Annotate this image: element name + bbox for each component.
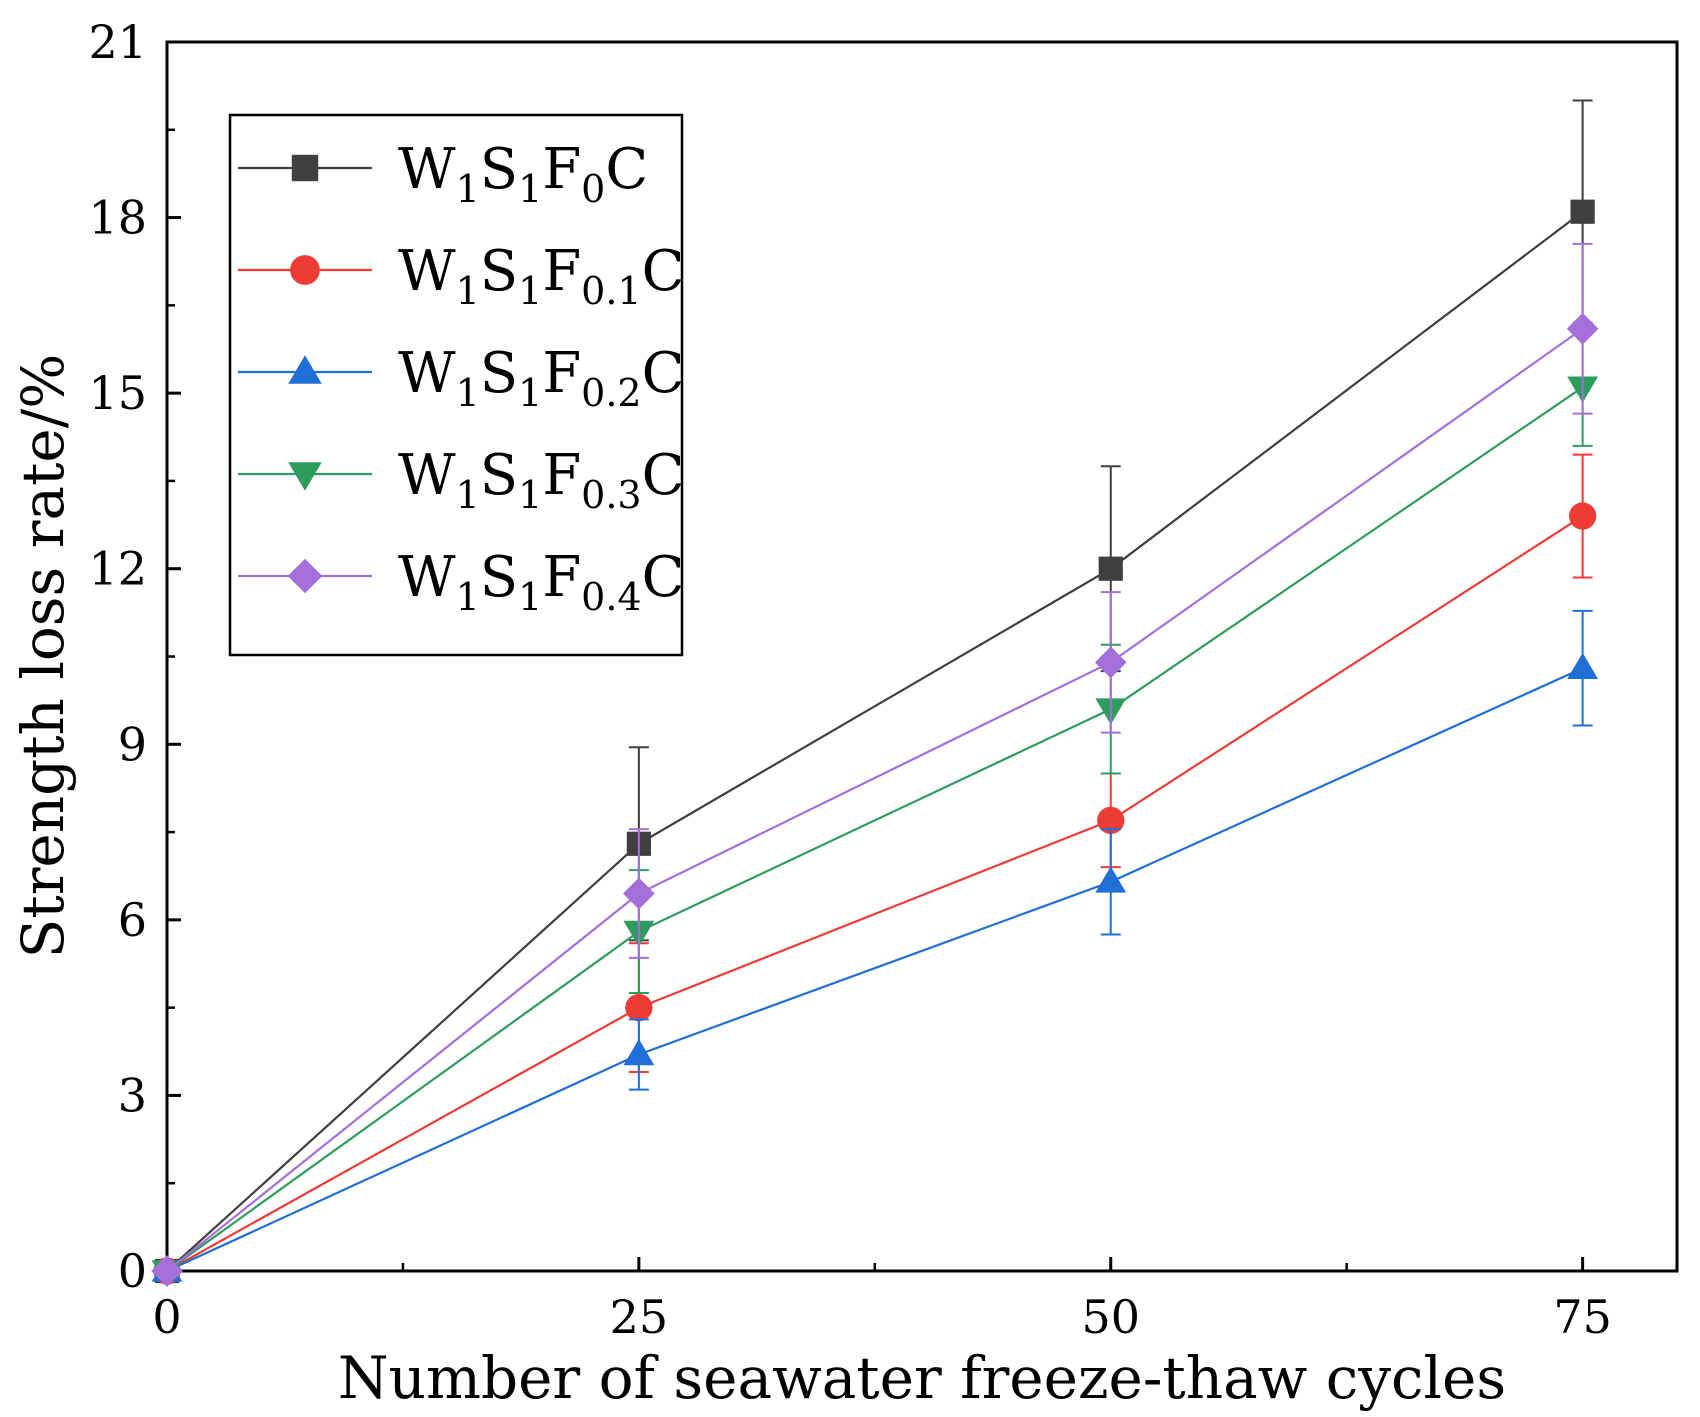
x-axis-ticks: 0 25 50 75: [152, 1257, 1612, 1344]
data-point: [623, 877, 655, 910]
legend-label-part: C: [642, 341, 685, 406]
legend-label: W1S1F0C: [398, 137, 648, 211]
series-layer: [151, 99, 1599, 1287]
legend-label-subscript: 0: [581, 167, 605, 211]
x-axis-label: Number of seawater freeze-thaw cycles: [338, 1344, 1506, 1412]
legend-marker: [290, 255, 320, 285]
y-tick-label: 21: [88, 15, 147, 69]
series-line: [166, 327, 1584, 1272]
legend-label-part: W: [398, 443, 456, 508]
legend-entry-1: W1S1F0.1C: [238, 239, 684, 313]
legend-label-part: C: [642, 239, 685, 304]
legend-label-subscript: 1: [518, 167, 542, 211]
legend-marker: [287, 558, 323, 594]
legend-label-subscript: 1: [456, 473, 480, 517]
data-point: [1095, 866, 1127, 893]
legend-label-part: W: [398, 341, 456, 406]
x-tick-label: 50: [1081, 1290, 1140, 1344]
data-point: [1568, 502, 1597, 530]
data-point: [1566, 312, 1599, 345]
legend-entry-3: W1S1F0.3C: [238, 443, 684, 517]
legend-label-subscript: 1: [456, 269, 480, 313]
y-tick-label: 18: [88, 191, 147, 245]
legend-label-subscript: 1: [518, 473, 542, 517]
legend-label-part: C: [642, 545, 685, 610]
legend-label-part: F: [542, 341, 581, 406]
legend-label-part: C: [642, 443, 685, 508]
legend-marker: [291, 154, 319, 182]
y-tick-label: 0: [118, 1244, 147, 1298]
legend-entry-0: W1S1F0C: [238, 137, 648, 211]
data-point: [151, 1255, 183, 1287]
legend-label-part: S: [480, 341, 518, 406]
legend-label-part: S: [480, 545, 518, 610]
legend-label-part: F: [542, 545, 581, 610]
data-point: [1570, 199, 1595, 224]
series-line: [166, 386, 1584, 1272]
y-tick-label: 15: [88, 366, 147, 420]
legend-label-subscript: 1: [518, 575, 542, 619]
legend-label-part: S: [480, 443, 518, 508]
series-4: [151, 242, 1599, 1287]
legend-label-subscript: 1: [456, 575, 480, 619]
legend-label-subscript: 0.2: [581, 371, 641, 415]
data-point: [623, 1039, 655, 1066]
x-tick-label: 0: [152, 1290, 181, 1344]
legend-label-part: W: [398, 239, 456, 304]
legend: W1S1F0CW1S1F0.1CW1S1F0.2CW1S1F0.3CW1S1F0…: [228, 113, 684, 657]
legend-label: W1S1F0.4C: [398, 545, 684, 619]
y-tick-label: 3: [118, 1068, 147, 1122]
y-axis-ticks: 0 3 6 9 12 15 18 21: [88, 15, 181, 1298]
legend-marker: [288, 462, 322, 491]
legend-label-subscript: 0.4: [581, 575, 641, 619]
legend-label-subscript: 1: [518, 371, 542, 415]
legend-entry-2: W1S1F0.2C: [238, 341, 684, 415]
legend-entry-4: W1S1F0.4C: [238, 545, 684, 619]
data-point: [1094, 646, 1127, 679]
data-point: [1098, 556, 1123, 581]
legend-label-subscript: 1: [518, 269, 542, 313]
series-line: [166, 210, 1584, 1272]
legend-label-part: F: [542, 443, 581, 508]
legend-label-subscript: 1: [456, 167, 480, 211]
data-point: [1567, 652, 1599, 679]
legend-label: W1S1F0.2C: [398, 341, 684, 415]
y-tick-label: 12: [88, 542, 147, 596]
legend-label-subscript: 0.3: [581, 473, 641, 517]
legend-label-part: W: [398, 137, 456, 202]
legend-label-part: W: [398, 545, 456, 610]
legend-label-part: C: [605, 137, 648, 202]
legend-label-part: S: [480, 137, 518, 202]
legend-label-part: F: [542, 137, 581, 202]
legend-label-subscript: 1: [456, 371, 480, 415]
legend-label-part: S: [480, 239, 518, 304]
series-line: [166, 515, 1584, 1272]
y-axis-label: Strength loss rate/%: [9, 354, 77, 959]
data-point: [625, 994, 653, 1022]
x-tick-label: 75: [1553, 1290, 1612, 1344]
legend-label-part: F: [542, 239, 581, 304]
y-tick-label: 6: [118, 893, 147, 947]
series-line: [166, 667, 1584, 1272]
data-point: [1097, 806, 1125, 835]
y-tick-label: 9: [118, 717, 147, 771]
legend-marker: [288, 355, 322, 384]
x-tick-label: 25: [610, 1290, 669, 1344]
legend-label: W1S1F0.1C: [398, 239, 684, 313]
legend-label: W1S1F0.3C: [398, 443, 684, 517]
legend-label-subscript: 0.1: [581, 269, 641, 313]
